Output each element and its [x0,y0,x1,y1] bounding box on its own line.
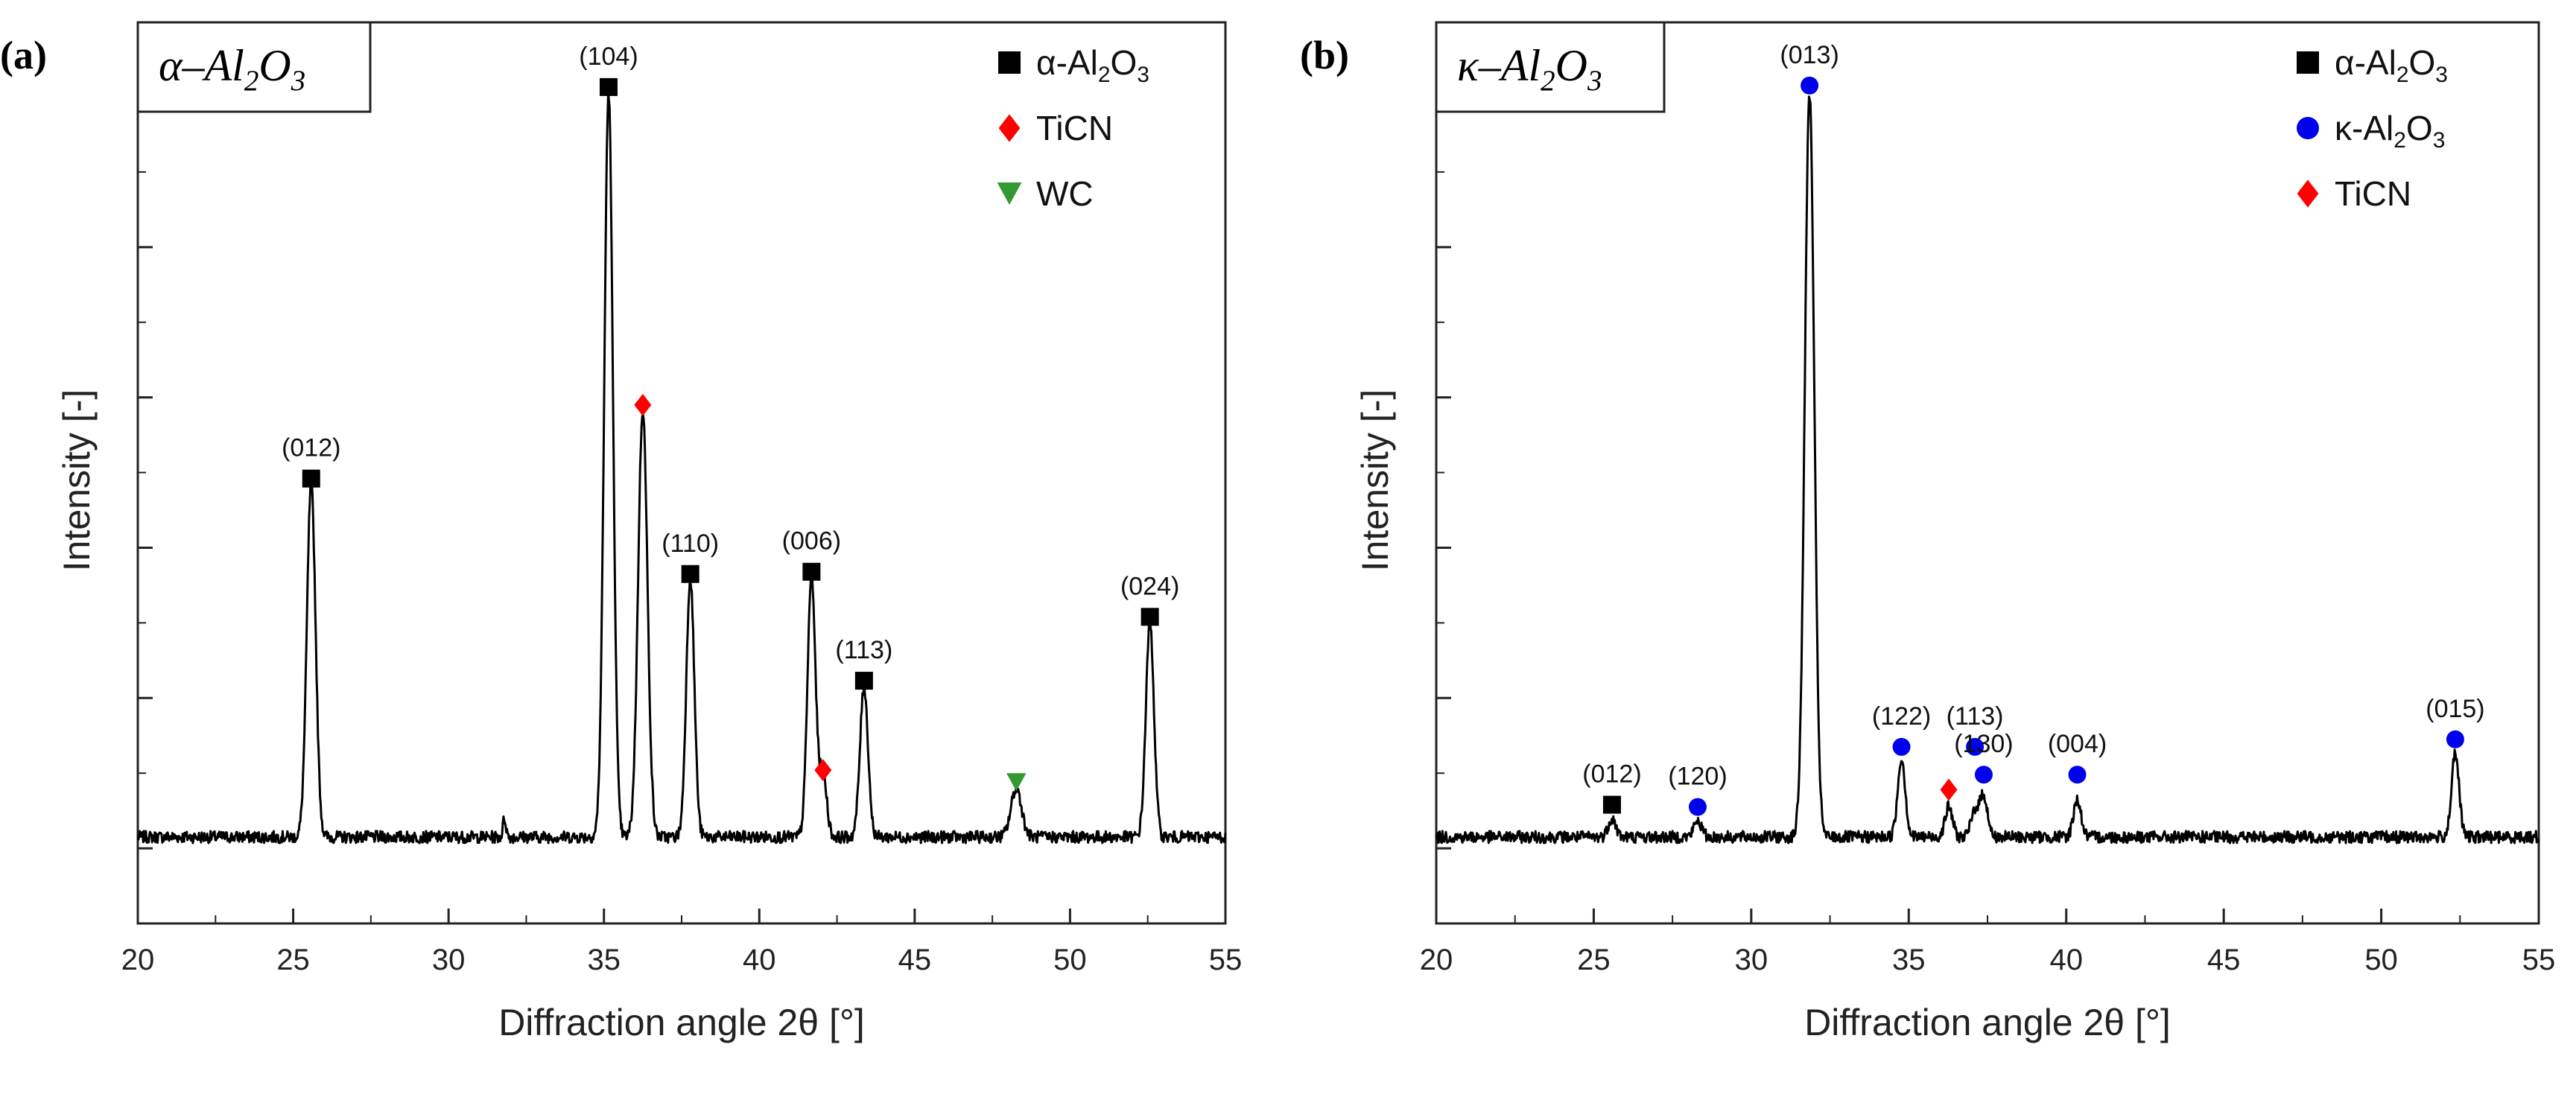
peak-marker [1688,798,1707,816]
peak-marker [1966,737,1985,756]
subscript: 2 [2396,63,2409,87]
x-tick-label: 25 [276,944,310,976]
peak-marker [802,562,821,581]
x-tick-label: 50 [2364,944,2398,976]
panel-letter: (a) [0,33,47,77]
legend-marker [2297,117,2319,139]
peak-label: (113) [835,636,892,664]
chart-panel-a: 20 25 30 35 40 45 50 55 Diffraction angle 2θ [°]… [0,21,1243,1043]
x-tick-label: 20 [1420,944,1453,976]
peak-marker [1141,608,1159,626]
x-tick-label: 35 [1892,944,1926,976]
x-axis-label: Diffraction angle 2θ [°] [498,1002,865,1043]
x-tick-label: 25 [1577,944,1611,976]
peak-label: (104) [579,42,638,71]
diffraction-line [136,90,1227,845]
peak-marker [1602,795,1621,814]
subscript: 2 [1098,63,1111,87]
legend-marker [2297,179,2319,208]
plot-frame [136,21,1227,925]
y-axis-label: Intensity [-] [56,389,98,572]
x-tick-label: 55 [1209,944,1243,976]
x-tick-label: 40 [2049,944,2083,976]
x-tick-label: 55 [2522,944,2556,976]
peak-marker [1006,773,1027,792]
formula-part: α–Al [159,41,244,90]
peak-label: (120) [1668,763,1727,791]
peak-marker [2068,766,2087,784]
peak-label: (015) [2426,695,2484,723]
peak-marker [2446,730,2464,748]
peak-marker [1940,778,1958,801]
formula-part: O [1555,41,1587,90]
subscript: 2 [1541,65,1555,97]
legend-label: WC [1036,174,1094,213]
peak-marker [599,77,618,96]
formula-part: α-Al [2335,43,2396,82]
legend-marker [2297,51,2319,74]
diffraction-line [1435,95,2540,845]
subscript: 2 [2393,128,2406,153]
x-tick-label: 20 [121,944,155,976]
y-axis-label: Intensity [-] [1354,389,1396,572]
peak-label: (113) [1947,702,2004,731]
peak-label: (012) [282,434,340,462]
legend-label: κ-Al2O3 [2335,109,2445,153]
peak-marker [1892,737,1911,756]
peak-marker [634,393,652,416]
subscript: 3 [2433,128,2446,153]
x-tick-label: 45 [2207,944,2241,976]
legend-marker [998,114,1021,142]
chart-panel-b: 20 25 30 35 40 45 50 55 Diffraction angle 2θ [°]… [1300,21,2556,1043]
peak-marker [302,469,320,488]
formula-part: κ–Al [1457,41,1541,90]
legend-marker [997,182,1022,205]
x-tick-label: 35 [587,944,621,976]
x-axis-label: Diffraction angle 2θ [°] [1804,1002,2171,1043]
peak-label: (024) [1120,572,1179,600]
x-tick-label: 30 [1735,944,1768,976]
chart-title: α–Al2O3 [159,41,305,97]
peak-marker [1974,766,1993,784]
title-box [1435,21,1666,113]
peak-marker [854,672,873,690]
title-box [136,21,372,113]
formula-part: κ-Al [2335,109,2393,147]
subscript: 3 [2435,63,2448,87]
peak-label: (130) [1954,730,2013,758]
subscript: 3 [291,65,306,97]
peak-label: (006) [782,527,841,556]
peak-label: (122) [1872,702,1931,731]
formula-part: O [2409,43,2436,82]
x-tick-label: 45 [898,944,932,976]
peak-label: (110) [662,529,719,558]
peak-marker [814,759,832,782]
x-tick-label: 50 [1053,944,1087,976]
subscript: 2 [244,65,259,97]
x-tick-label: 40 [743,944,776,976]
panel-letter: (b) [1300,33,1349,77]
legend-marker [998,51,1021,74]
subscript: 3 [1587,65,1602,97]
legend-label: TiCN [2335,174,2411,213]
peak-marker [681,565,699,583]
peak-label: (004) [2048,730,2107,758]
peak-marker [1801,76,1819,95]
peak-label: (013) [1780,41,1839,69]
x-tick-label: 30 [432,944,466,976]
legend-label: TiCN [1036,109,1113,147]
subscript: 3 [1137,63,1149,87]
chart-title: κ–Al2O3 [1457,41,1602,97]
formula-part: O [2406,109,2433,147]
formula-part: α-Al [1036,43,1098,82]
formula-part: O [258,41,291,90]
legend-label: α-Al2O3 [1036,43,1149,87]
peak-label: (012) [1582,760,1641,789]
legend-label: α-Al2O3 [2335,43,2448,87]
formula-part: O [1111,43,1138,82]
